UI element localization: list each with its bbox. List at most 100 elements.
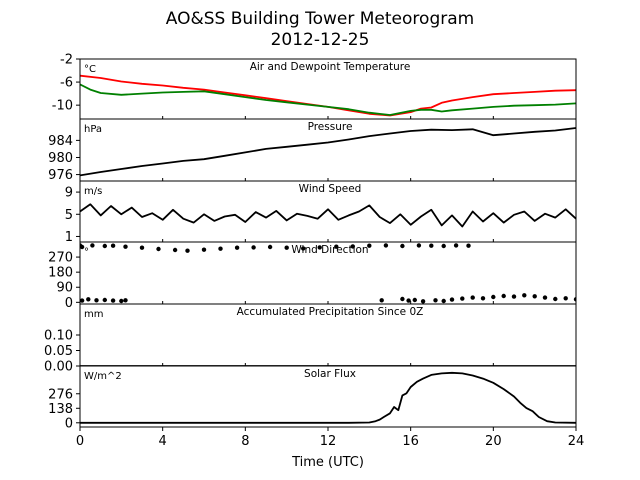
- data-point: [532, 294, 537, 299]
- data-point: [218, 246, 223, 251]
- data-point: [90, 243, 95, 248]
- y-tick-label: 270: [48, 251, 73, 266]
- data-point: [234, 245, 240, 250]
- data-point: [441, 298, 446, 304]
- data-point: [317, 245, 322, 250]
- data-point: [441, 243, 446, 249]
- y-tick-label: -6: [60, 76, 73, 91]
- data-point: [416, 243, 422, 248]
- data-point: [400, 296, 405, 302]
- data-point: [412, 297, 417, 303]
- x-tick-label: 4: [159, 434, 167, 449]
- x-tick-label: 20: [485, 434, 502, 449]
- panel-wind-speed: 9 5 1 Wind Speed m/s: [65, 180, 577, 245]
- y-tick-label: 0.05: [44, 344, 73, 359]
- panel-title: Accumulated Precipitation Since 0Z: [237, 306, 424, 318]
- x-tick-label: 16: [402, 434, 419, 449]
- data-point: [110, 298, 116, 303]
- data-point: [334, 244, 339, 249]
- data-point: [86, 297, 91, 302]
- data-point: [433, 298, 438, 303]
- x-axis: 0 4 8 12 16 20 24: [76, 427, 584, 449]
- x-axis-label: Time (UTC): [291, 455, 364, 470]
- data-point: [94, 298, 99, 303]
- data-point: [470, 295, 475, 300]
- y-tick-label: 138: [48, 402, 73, 417]
- x-tick-label: 8: [241, 434, 249, 449]
- data-point: [123, 244, 128, 249]
- x-tick-label: 24: [568, 434, 585, 449]
- panel-1-series-0: [80, 127, 576, 177]
- y-tick-label: 0: [65, 296, 73, 311]
- panel-0-series-1: [80, 83, 576, 116]
- data-point: [449, 297, 455, 302]
- y-tick-label: 0.10: [44, 329, 73, 344]
- y-tick-label: 9: [65, 186, 73, 201]
- panel-unit: W/m^2: [84, 371, 122, 382]
- data-point: [491, 294, 496, 300]
- panel-2-series-0: [80, 203, 576, 228]
- panel-unit: °: [84, 247, 89, 258]
- data-point: [110, 243, 116, 248]
- chart-title: AO&SS Building Tower Meteorogram: [166, 9, 474, 29]
- data-point: [251, 245, 256, 250]
- panel-unit: hPa: [84, 124, 102, 135]
- data-point: [522, 293, 527, 298]
- data-point: [102, 297, 108, 303]
- panel-5-series-0: [80, 371, 576, 424]
- data-point: [480, 296, 486, 301]
- x-tick-label: 0: [76, 434, 84, 449]
- data-point: [123, 298, 128, 303]
- panel-title: Pressure: [308, 121, 353, 133]
- data-point: [201, 247, 207, 252]
- data-point: [420, 299, 426, 304]
- data-point: [80, 298, 85, 303]
- data-point: [119, 298, 124, 304]
- data-point: [511, 294, 517, 299]
- panel-0-series-0: [80, 74, 576, 117]
- data-point: [379, 298, 384, 303]
- y-tick-label: -10: [52, 99, 73, 114]
- panel-title: Wind Speed: [299, 183, 362, 195]
- y-tick-label: 90: [56, 281, 73, 296]
- data-point: [466, 243, 471, 248]
- data-point: [563, 296, 568, 301]
- data-point: [185, 248, 190, 253]
- data-point: [542, 295, 548, 300]
- data-point: [383, 243, 389, 248]
- y-tick-label: 980: [48, 151, 73, 166]
- y-tick-label: 976: [48, 168, 73, 183]
- data-point: [553, 296, 558, 302]
- data-point: [139, 245, 145, 250]
- data-point: [406, 298, 411, 303]
- panel-title: Wind Direction: [291, 244, 368, 256]
- panel-title: Air and Dewpoint Temperature: [250, 61, 411, 73]
- panel-accumulated-precipitation-since-0z: 0.100.050.00 Accumulated Precipitation Si…: [44, 303, 577, 375]
- panel-air-and-dewpoint-temperature: -2 -6 -10 Air and Dewpoint Temperature °C: [52, 53, 577, 120]
- data-point: [573, 297, 576, 302]
- data-point: [172, 247, 178, 253]
- y-tick-label: 5: [65, 208, 73, 223]
- panel-unit: m/s: [84, 186, 102, 197]
- panel-unit: mm: [84, 309, 103, 320]
- panel-3-dots-0: [80, 243, 471, 253]
- panel-pressure: 984 980 976 Pressure hPa: [48, 118, 577, 183]
- data-point: [350, 244, 355, 249]
- y-tick-label: 0: [65, 416, 73, 431]
- data-point: [460, 296, 465, 301]
- data-point: [429, 243, 434, 248]
- data-point: [102, 243, 108, 249]
- data-point: [284, 245, 289, 250]
- y-tick-label: 984: [48, 134, 73, 149]
- panel-title: Solar Flux: [304, 368, 356, 380]
- panel-unit: °C: [84, 64, 96, 75]
- data-point: [400, 243, 405, 249]
- y-tick-label: 1: [65, 230, 73, 245]
- y-tick-label: -2: [60, 53, 73, 68]
- y-tick-label: 180: [48, 266, 73, 281]
- data-point: [156, 246, 161, 252]
- data-point: [267, 244, 273, 250]
- data-point: [80, 244, 85, 250]
